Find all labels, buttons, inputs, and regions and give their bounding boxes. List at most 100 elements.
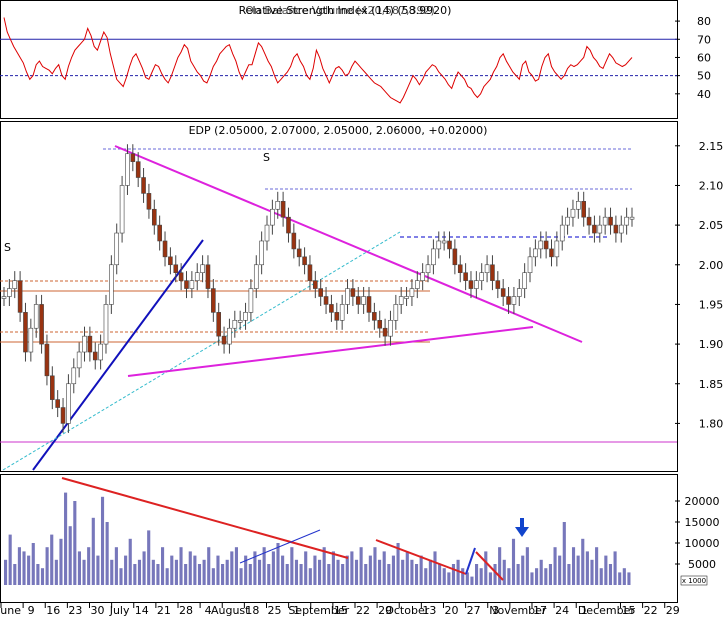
volume-bar (64, 492, 68, 585)
x-tick-label: 22 (644, 604, 658, 617)
x-tick-label: 18 (245, 604, 259, 617)
volume-up-tick (465, 547, 476, 575)
volume-bar (336, 559, 340, 585)
price-bar (200, 255, 205, 283)
volume-tick-label: 15000 (685, 516, 720, 529)
volume-bar (350, 551, 354, 585)
price-bar (527, 247, 533, 283)
price-bar (232, 310, 238, 338)
volume-bar (447, 572, 451, 585)
volume-bar (341, 564, 345, 585)
price-tick-label: 2.05 (699, 219, 724, 232)
x-tick-label: October (385, 604, 429, 617)
volume-bar (493, 564, 497, 585)
volume-bar (174, 559, 178, 585)
price-bar (398, 286, 404, 314)
price-bar (581, 191, 586, 227)
price-bar (296, 239, 302, 267)
uptrend-line (32, 239, 204, 471)
volume-bar (313, 555, 317, 585)
volume-tick-label: 10000 (685, 537, 720, 550)
volume-bar (253, 551, 257, 585)
volume-bar (576, 555, 580, 585)
price-bar (388, 310, 393, 346)
volume-bar (257, 559, 262, 585)
volume-bar (4, 559, 8, 585)
price-bar (629, 207, 635, 227)
volume-bar (498, 547, 502, 585)
volume-bar (68, 526, 72, 585)
x-tick-label: 21 (157, 604, 171, 617)
rsi-reference-lines (0, 38, 677, 77)
volume-bar (539, 559, 543, 585)
price-bar (66, 374, 71, 433)
volume-bar (590, 559, 594, 585)
volume-bar (216, 555, 220, 585)
price-bar (592, 215, 597, 243)
price-tick-label: 1.95 (699, 298, 724, 311)
price-bar (71, 358, 77, 394)
volume-bar (428, 559, 432, 585)
price-bar (302, 247, 307, 275)
volume-bar (364, 564, 368, 585)
rsi-tick-label: 50 (697, 70, 711, 83)
volume-bar (327, 564, 331, 585)
price-bar (586, 207, 592, 235)
price-bar (307, 255, 313, 291)
price-bar (377, 310, 383, 338)
volume-bar (521, 555, 525, 585)
price-bar (23, 302, 28, 362)
volume-bar (387, 564, 391, 585)
price-bar (17, 271, 23, 322)
price-bar (76, 342, 82, 378)
price-bar (12, 271, 18, 299)
rsi-tick-label: 40 (697, 88, 711, 101)
volume-bar (530, 572, 534, 585)
volume-bar (475, 564, 479, 585)
x-tick-label: 16 (46, 604, 60, 617)
rsi-y-axis: 40 50 60 70 80 (675, 15, 711, 101)
volume-bar (405, 551, 409, 585)
volume-bar (151, 559, 155, 585)
price-bar (7, 279, 12, 307)
price-bar (87, 326, 93, 362)
price-bar (554, 231, 560, 267)
price-bar (559, 215, 565, 251)
rsi-tick-label: 80 (697, 15, 711, 28)
volume-bar (91, 517, 95, 585)
volume-bar (119, 568, 123, 585)
price-bar (597, 215, 603, 243)
x-tick-label: August (211, 604, 250, 617)
x-tick-label: 4 (205, 604, 212, 617)
volume-bar (271, 551, 275, 585)
price-bar (538, 231, 544, 259)
price-bar (141, 168, 146, 203)
volume-bar (401, 559, 405, 585)
volume-bar (465, 572, 469, 585)
volume-bar (128, 538, 132, 585)
price-bar (168, 247, 173, 275)
x-tick-label: 3 (492, 604, 499, 617)
x-tick-label: 13 (422, 604, 436, 617)
price-bar (119, 175, 125, 243)
rsi-tick-label: 70 (697, 33, 711, 46)
volume-bar (507, 568, 511, 585)
volume-bar (511, 538, 516, 585)
volume-bar (193, 555, 197, 585)
volume-bar (110, 559, 114, 585)
price-bar (468, 271, 474, 299)
price-bar (506, 286, 511, 314)
volume-bar (322, 547, 326, 585)
price-bar (490, 255, 495, 291)
rsi-series-line (3, 17, 633, 104)
price-bar (109, 255, 114, 314)
price-bar (151, 199, 157, 235)
x-tick-label: November (489, 604, 547, 617)
price-bar (511, 286, 517, 314)
price-bar (602, 207, 608, 235)
rsi-panel (0, 0, 678, 119)
volume-bar (368, 555, 372, 585)
x-tick-label: 29 (378, 604, 392, 617)
price-bar (178, 263, 184, 291)
x-axis: June9162330July1421284August18251Septemb… (0, 602, 680, 617)
